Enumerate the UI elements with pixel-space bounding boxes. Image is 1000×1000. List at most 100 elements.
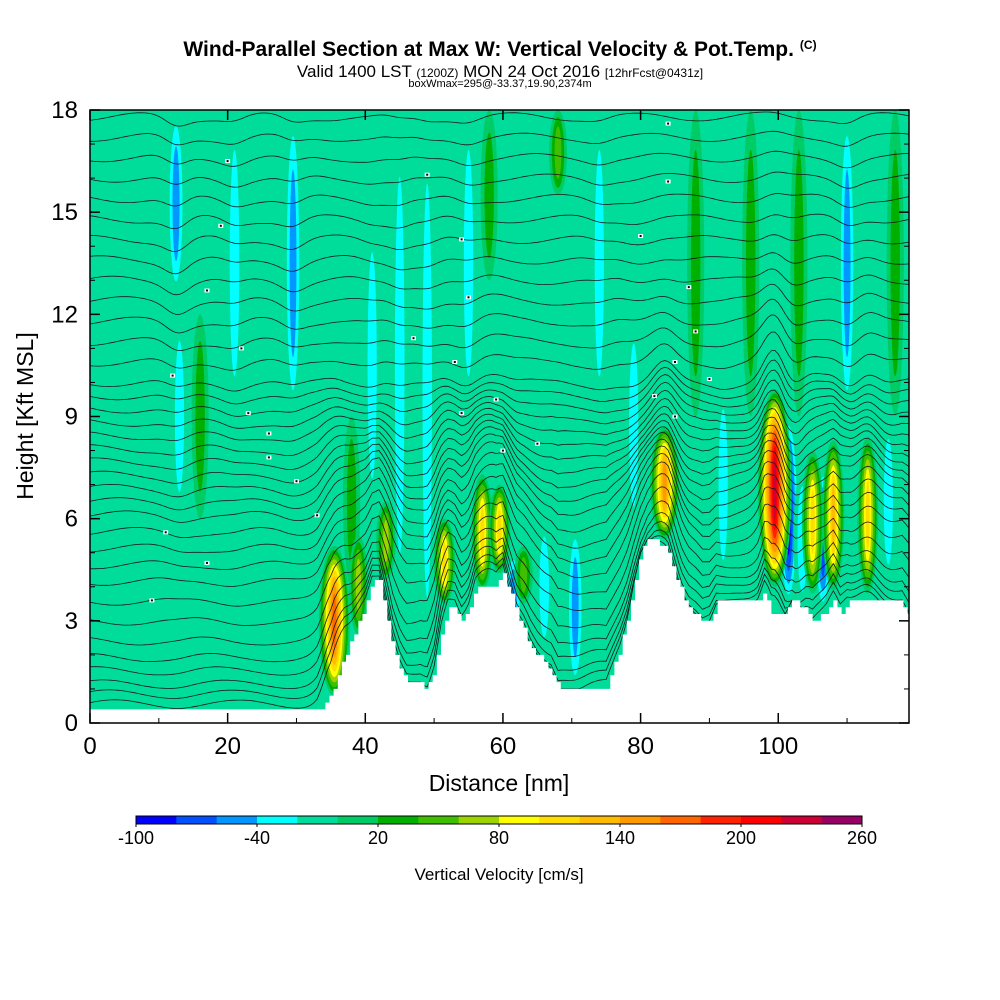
isentrope-line	[90, 379, 909, 429]
y-tick-label: 12	[51, 301, 78, 328]
isentrope-line	[90, 420, 909, 498]
y-tick-label: 3	[65, 608, 78, 635]
isentrope-line	[90, 359, 909, 405]
theta-label-mark	[171, 374, 174, 377]
colorbar-swatch	[821, 816, 863, 824]
downdraft-core	[172, 146, 180, 262]
green-band	[890, 150, 900, 377]
x-tick-label: 40	[352, 733, 379, 760]
isentrope-line	[90, 150, 909, 169]
updraft-core	[332, 593, 337, 648]
theta-label-mark	[667, 180, 670, 183]
theta-label-mark	[708, 378, 711, 380]
valid-utc-text: (1200Z)	[416, 66, 459, 80]
downdraft-core	[883, 438, 893, 565]
theta-label-mark	[694, 330, 697, 333]
green-band	[484, 132, 494, 259]
colorbar-tick-label: -100	[118, 828, 154, 848]
downdraft-core	[629, 343, 639, 507]
theta-label-mark	[164, 531, 167, 534]
green-band	[346, 438, 357, 565]
colorbar-swatch	[136, 816, 177, 824]
isentrope-line	[90, 234, 909, 252]
isentrope-line	[90, 445, 909, 553]
colorbar-swatch	[216, 816, 258, 824]
isentrope-line	[90, 398, 909, 457]
colorbar-label: Vertical Velocity [cm/s]	[414, 865, 583, 884]
chart-title: Wind-Parallel Section at Max W: Vertical…	[0, 38, 1000, 62]
isentrope-line	[90, 252, 909, 275]
colorbar-tick-label: 80	[489, 828, 509, 848]
isentrope-line	[90, 413, 909, 484]
downdraft-core	[463, 150, 474, 377]
isentrope-line	[90, 538, 909, 709]
chart-title-text: Wind-Parallel Section at Max W: Vertical…	[183, 38, 794, 61]
green-band	[794, 150, 804, 377]
chart-title-suffix: (C)	[799, 38, 817, 52]
theta-label-mark	[247, 412, 250, 415]
y-tick-label: 0	[65, 710, 78, 737]
downdraft-core	[843, 169, 851, 358]
theta-label-mark	[219, 224, 222, 227]
downdraft-core	[394, 176, 405, 555]
x-tick-label: 0	[83, 733, 96, 760]
updraft-core	[865, 480, 870, 550]
theta-label-mark	[501, 449, 504, 452]
colorbar-swatch	[297, 816, 339, 824]
theta-label-mark	[295, 480, 298, 483]
y-tick-label: 9	[65, 404, 78, 431]
colorbar-swatch	[620, 816, 661, 824]
y-tick-label: 6	[65, 506, 78, 533]
y-tick-label: 15	[51, 199, 78, 226]
theta-label-mark	[412, 337, 415, 340]
isentrope-line	[90, 213, 909, 229]
colorbar-swatch	[660, 816, 702, 824]
theta-label-mark	[453, 361, 456, 363]
theta-label-mark	[667, 122, 670, 125]
downdraft-core	[539, 536, 550, 638]
green-band	[554, 126, 562, 179]
isentrope-line	[90, 314, 909, 352]
theta-label-mark	[653, 395, 656, 398]
isentrope-line	[90, 405, 909, 471]
downdraft-core	[174, 341, 185, 492]
isentrope-line	[90, 389, 909, 442]
colorbar-tick-label: -40	[244, 828, 270, 848]
theta-label-mark	[467, 296, 470, 299]
isentrope-line	[90, 268, 909, 296]
downdraft-core	[229, 150, 240, 377]
isentrope-line	[90, 130, 909, 147]
isentrope-line	[90, 283, 909, 315]
isentrope-line	[90, 171, 909, 189]
colorbar-swatch	[499, 816, 540, 824]
theta-label-mark	[536, 442, 539, 445]
isentrope-line	[90, 535, 909, 699]
colorbar-swatch	[378, 816, 419, 824]
colorbar-swatch	[458, 816, 500, 824]
theta-label-mark	[460, 238, 463, 241]
updraft-core	[480, 506, 485, 558]
theta-label-mark	[495, 398, 498, 401]
axes: 0 20 40 60 80 100 0 3 6 9 12 15 18	[51, 97, 909, 760]
updraft-core	[773, 457, 777, 520]
green-band	[746, 150, 756, 377]
isentrope-line	[90, 486, 909, 626]
updraft-core	[810, 490, 815, 554]
updraft-core	[662, 461, 667, 505]
isentrope-line	[90, 438, 909, 538]
colorbar-swatch	[418, 816, 460, 824]
isentrope-line	[90, 500, 909, 646]
downdraft-core	[718, 409, 728, 561]
theta-label-mark	[674, 361, 676, 363]
x-tick-label: 20	[214, 733, 241, 760]
theta-label-mark	[460, 412, 463, 415]
isentrope-line	[90, 298, 909, 334]
isentrope-line	[90, 349, 909, 392]
x-tick-label: 60	[490, 733, 517, 760]
updraft-core	[520, 557, 528, 593]
theta-label-mark	[206, 289, 208, 292]
isentrope-line	[90, 369, 909, 417]
theta-label-mark	[687, 286, 690, 289]
x-tick-label: 100	[758, 733, 798, 760]
theta-label-mark	[240, 347, 243, 350]
